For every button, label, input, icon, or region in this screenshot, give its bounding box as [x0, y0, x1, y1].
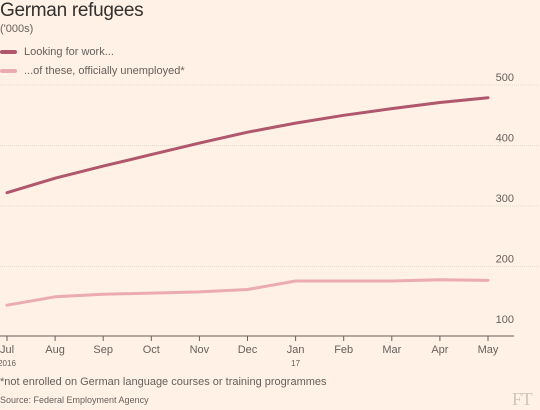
y-tick-label-400: 400 — [496, 133, 514, 145]
source-note: Source: Federal Employment Agency — [0, 395, 149, 405]
y-tick-label-300: 300 — [496, 193, 514, 205]
x-tick-label-sep: Sep — [93, 344, 113, 356]
legend-swatch-series-2 — [0, 69, 17, 73]
line-chart: 100 200 300 400 500 Jul 2016 Aug Sep Oct Nov Dec Jan… — [0, 72, 540, 368]
legend-label-series-2: ...of these, officially unemployed* — [24, 65, 185, 77]
ft-logo: FT — [511, 389, 533, 409]
x-tick-sublabel-jul: 2016 — [0, 359, 16, 368]
x-tick-label-jul: Jul — [0, 344, 14, 356]
legend-item-series-2: ...of these, officially unemployed* — [0, 63, 185, 79]
legend-item-series-1: Looking for work... — [0, 44, 185, 60]
legend-label-series-1: Looking for work... — [24, 46, 114, 58]
x-tick-label-may: May — [478, 344, 499, 356]
y-tick-label-500: 500 — [496, 72, 514, 84]
series-line-1 — [5, 96, 490, 195]
y-tick-label-100: 100 — [496, 314, 514, 326]
x-tick-label-feb: Feb — [334, 344, 353, 356]
x-tick-label-aug: Aug — [45, 344, 65, 356]
legend-swatch-series-1 — [0, 50, 17, 54]
x-tick-label-jan: Jan — [287, 344, 305, 356]
chart-title: German refugees — [0, 0, 144, 21]
x-tick-label-apr: Apr — [431, 344, 448, 356]
footnote: *not enrolled on German language courses… — [0, 376, 327, 388]
x-tick-sublabel-jan: 17 — [291, 359, 300, 368]
chart-subtitle: ('000s) — [0, 23, 34, 35]
x-tick-label-mar: Mar — [382, 344, 401, 356]
x-tick-label-oct: Oct — [143, 344, 160, 356]
y-tick-label-200: 200 — [496, 254, 514, 266]
x-tick-label-dec: Dec — [238, 344, 258, 356]
legend: Looking for work... ...of these, officia… — [0, 44, 185, 82]
x-tick-label-nov: Nov — [190, 344, 210, 356]
series-line-2 — [5, 278, 490, 307]
